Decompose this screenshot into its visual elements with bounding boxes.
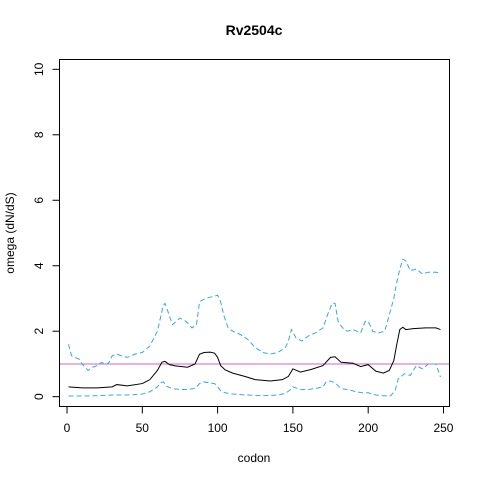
series-line-1 [68,326,441,389]
x-tick-label: 150 [283,421,303,435]
series-line-2 [68,258,441,372]
x-axis-label: codon [238,451,271,465]
x-tick-label: 0 [64,421,71,435]
y-tick-label: 4 [32,262,46,269]
x-tick-label: 50 [136,421,150,435]
y-tick-label: 0 [32,393,46,400]
series-line-3 [68,363,441,397]
chart-title: Rv2504c [226,22,283,38]
plot-area [59,258,450,397]
x-tick-label: 250 [433,421,453,435]
y-tick-label: 10 [32,62,46,76]
y-axis: 0 2 4 6 8 10 [32,62,60,400]
x-axis: 0 50 100 150 200 250 [64,406,454,435]
y-axis-label: omega (dN/dS) [3,192,17,273]
x-tick-label: 100 [208,421,228,435]
y-tick-label: 8 [32,131,46,138]
y-tick-label: 2 [32,328,46,335]
y-tick-label: 6 [32,197,46,204]
x-tick-label: 200 [358,421,378,435]
